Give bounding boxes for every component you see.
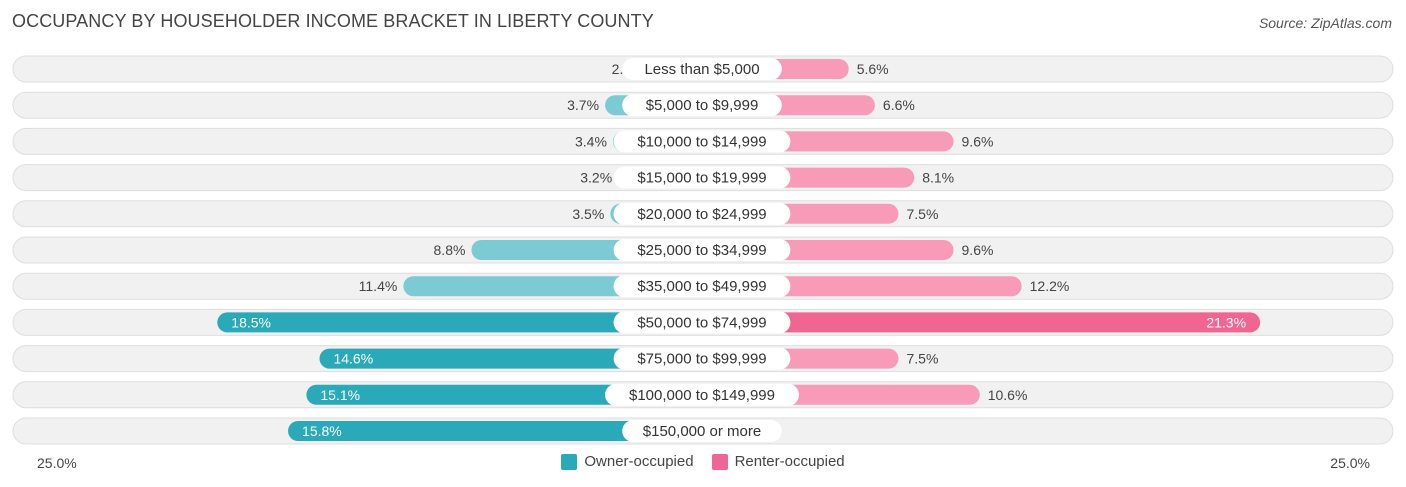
axis-left-label: 25.0% bbox=[37, 455, 77, 471]
axis-right-label: 25.0% bbox=[1330, 455, 1370, 471]
value-label-renter: 8.1% bbox=[922, 170, 954, 186]
category-pill bbox=[613, 347, 791, 370]
value-label-renter: 9.6% bbox=[962, 133, 994, 149]
legend-item-owner[interactable]: Owner-occupied bbox=[561, 453, 694, 470]
value-label-owner: 11.4% bbox=[359, 278, 398, 294]
bar-owner bbox=[288, 421, 712, 441]
value-label-owner: 18.5% bbox=[231, 314, 271, 330]
legend-label-renter: Renter-occupied bbox=[734, 453, 845, 470]
value-label-renter: 21.3% bbox=[1206, 314, 1246, 330]
category-label: $150,000 or more bbox=[643, 423, 761, 440]
legend-item-renter[interactable]: Renter-occupied bbox=[711, 453, 845, 470]
value-label-owner: 8.8% bbox=[434, 242, 466, 258]
category-pill bbox=[622, 420, 782, 442]
category-pill bbox=[613, 130, 791, 153]
category-label: $35,000 to $49,999 bbox=[637, 278, 766, 295]
category-pill bbox=[622, 58, 782, 80]
category-label: Less than $5,000 bbox=[644, 61, 759, 78]
legend: Owner-occupied Renter-occupied bbox=[0, 453, 1406, 470]
value-label-owner: 15.8% bbox=[302, 423, 342, 439]
category-label: $75,000 to $99,999 bbox=[637, 351, 766, 368]
chart-source: Source: ZipAtlas.com bbox=[1258, 15, 1392, 31]
category-pill bbox=[605, 383, 799, 406]
value-label-owner: 3.5% bbox=[572, 206, 604, 222]
value-label-owner: 3.7% bbox=[567, 97, 599, 113]
value-label-renter: 9.6% bbox=[962, 242, 994, 258]
category-label: $5,000 to $9,999 bbox=[646, 97, 759, 114]
category-label: $100,000 to $149,999 bbox=[629, 387, 775, 404]
value-label-renter: 12.2% bbox=[1030, 278, 1070, 294]
legend-swatch-renter bbox=[711, 453, 728, 470]
value-label-owner: 3.4% bbox=[575, 133, 607, 149]
category-label: $20,000 to $24,999 bbox=[637, 206, 766, 223]
category-pill bbox=[613, 275, 791, 298]
value-label-owner: 15.1% bbox=[320, 387, 360, 403]
value-label-renter: 10.6% bbox=[988, 387, 1028, 403]
category-pill bbox=[613, 202, 791, 225]
category-label: $25,000 to $34,999 bbox=[637, 242, 766, 259]
bar-owner bbox=[319, 348, 712, 369]
value-label-renter: 6.6% bbox=[883, 97, 915, 113]
category-label: $50,000 to $74,999 bbox=[637, 314, 766, 331]
value-label-renter: 5.6% bbox=[857, 61, 889, 77]
category-pill bbox=[622, 94, 782, 117]
category-pill bbox=[613, 239, 791, 261]
category-label: $15,000 to $19,999 bbox=[637, 170, 766, 187]
value-label-renter: 7.5% bbox=[907, 351, 939, 367]
value-label-owner: 14.6% bbox=[333, 351, 373, 367]
legend-label-owner: Owner-occupied bbox=[584, 453, 694, 470]
bar-owner bbox=[217, 312, 713, 333]
chart-title: OCCUPANCY BY HOUSEHOLDER INCOME BRACKET … bbox=[12, 11, 654, 31]
category-label: $10,000 to $14,999 bbox=[637, 133, 766, 150]
bar-renter bbox=[692, 312, 1261, 333]
category-pill bbox=[613, 311, 791, 334]
category-pill bbox=[613, 166, 791, 189]
value-label-renter: 7.5% bbox=[907, 206, 939, 222]
legend-swatch-owner bbox=[561, 453, 578, 470]
value-label-owner: 3.2% bbox=[580, 170, 612, 186]
